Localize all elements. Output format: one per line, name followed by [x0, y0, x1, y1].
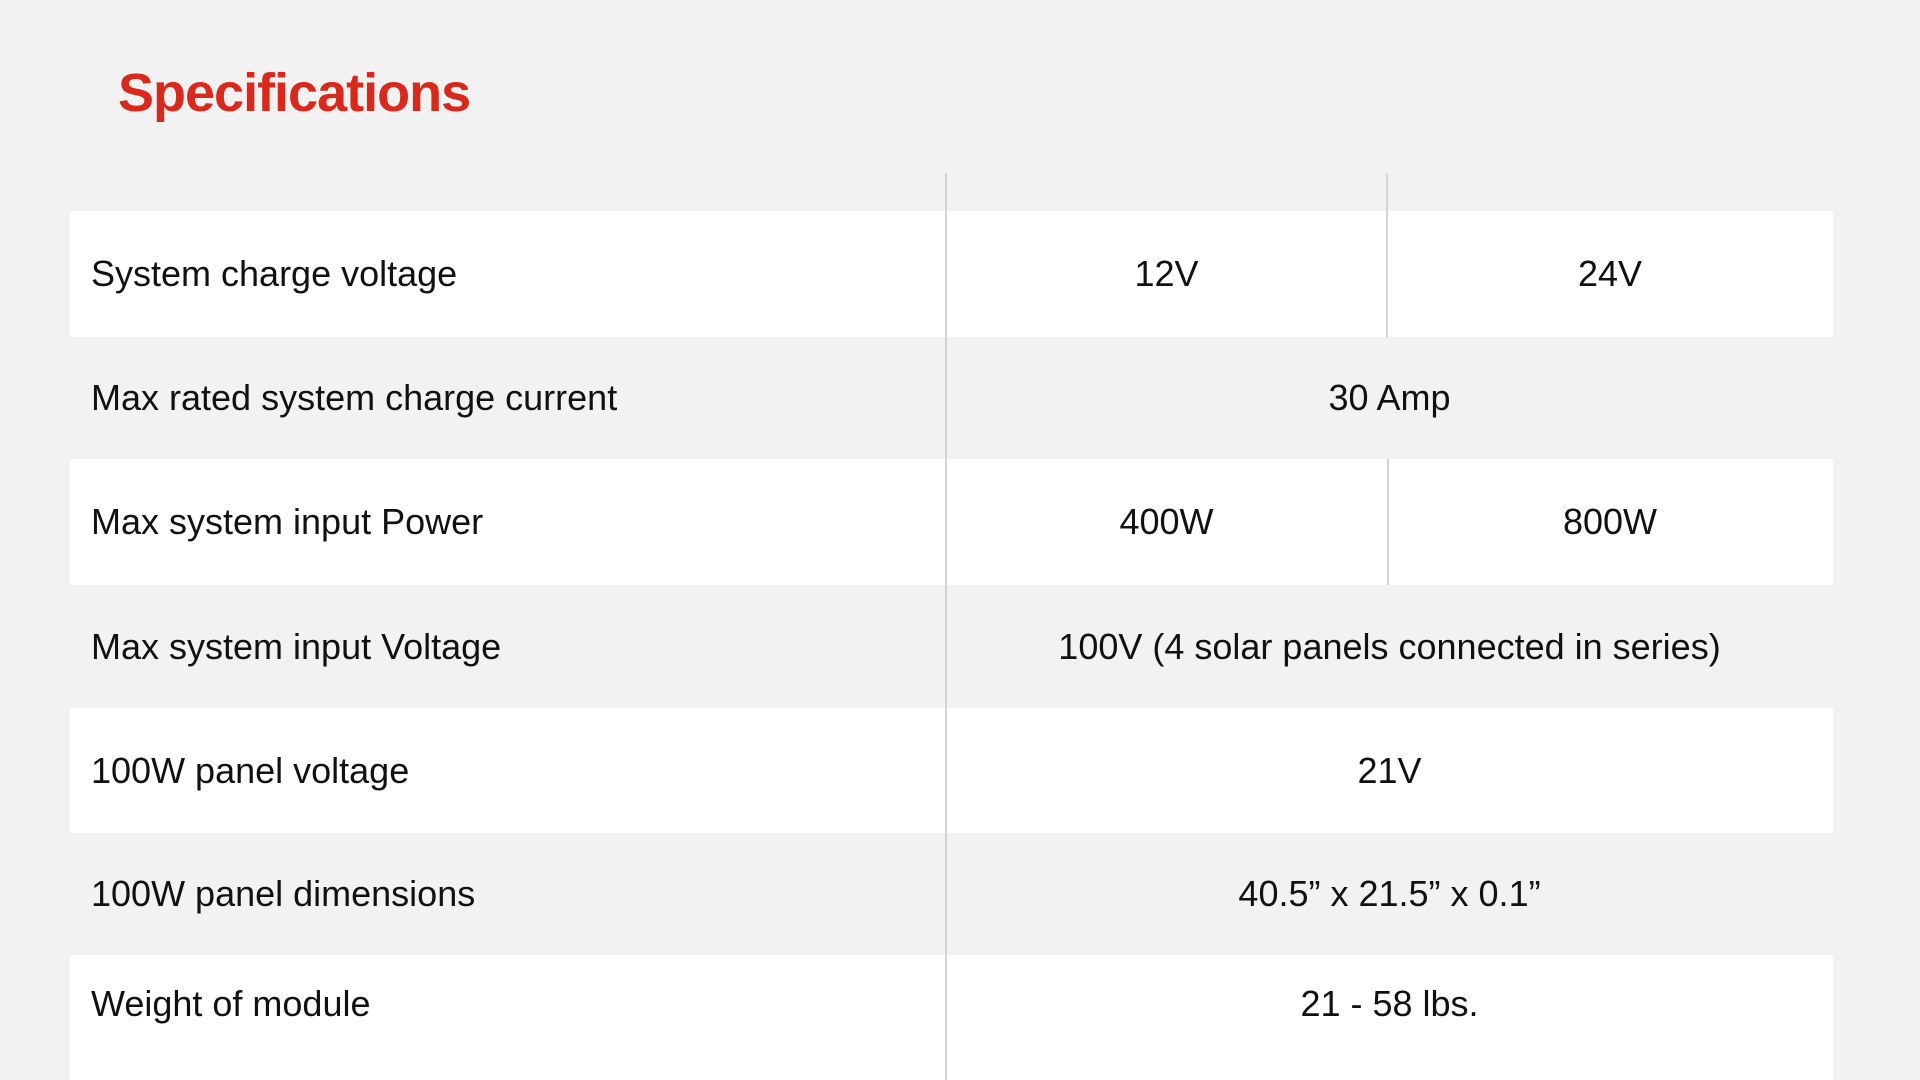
table-row: System charge voltage 12V 24V [70, 211, 1833, 337]
table-row: 100W panel voltage 21V [70, 708, 1833, 833]
row-value: 21 - 58 lbs. [1300, 983, 1479, 1024]
column-divider [1387, 459, 1389, 585]
page-title: Specifications [118, 63, 471, 123]
row-value: 12V [1134, 253, 1199, 294]
row-label: 100W panel voltage [91, 749, 410, 791]
row-value: 40.5” x 21.5” x 0.1” [1238, 873, 1541, 914]
row-value: 24V [1577, 253, 1643, 294]
column-divider [1386, 173, 1388, 338]
row-label: Max system input Voltage [91, 625, 502, 667]
column-divider [945, 173, 947, 1080]
row-label: Weight of module [91, 983, 371, 1024]
row-label: Max rated system charge current [91, 377, 618, 418]
row-value: 21V [1357, 749, 1422, 791]
table-row: 100W panel dimensions 40.5” x 21.5” x 0.… [70, 833, 1833, 955]
table-row: Max rated system charge current 30 Amp [70, 337, 1833, 459]
row-label: 100W panel dimensions [91, 873, 476, 914]
row-label: Max system input Power [91, 501, 484, 542]
row-value: 800W [1562, 501, 1658, 542]
row-value: 100V (4 solar panels connected in series… [1058, 625, 1721, 667]
row-value: 400W [1119, 501, 1214, 542]
row-value: 30 Amp [1328, 377, 1451, 418]
table-row: Max system input Power 400W 800W [70, 459, 1833, 585]
row-label: System charge voltage [91, 253, 458, 294]
table-row: Max system input Voltage 100V (4 solar p… [70, 585, 1833, 708]
table-row: Weight of module 21 - 58 lbs. [70, 955, 1833, 1080]
